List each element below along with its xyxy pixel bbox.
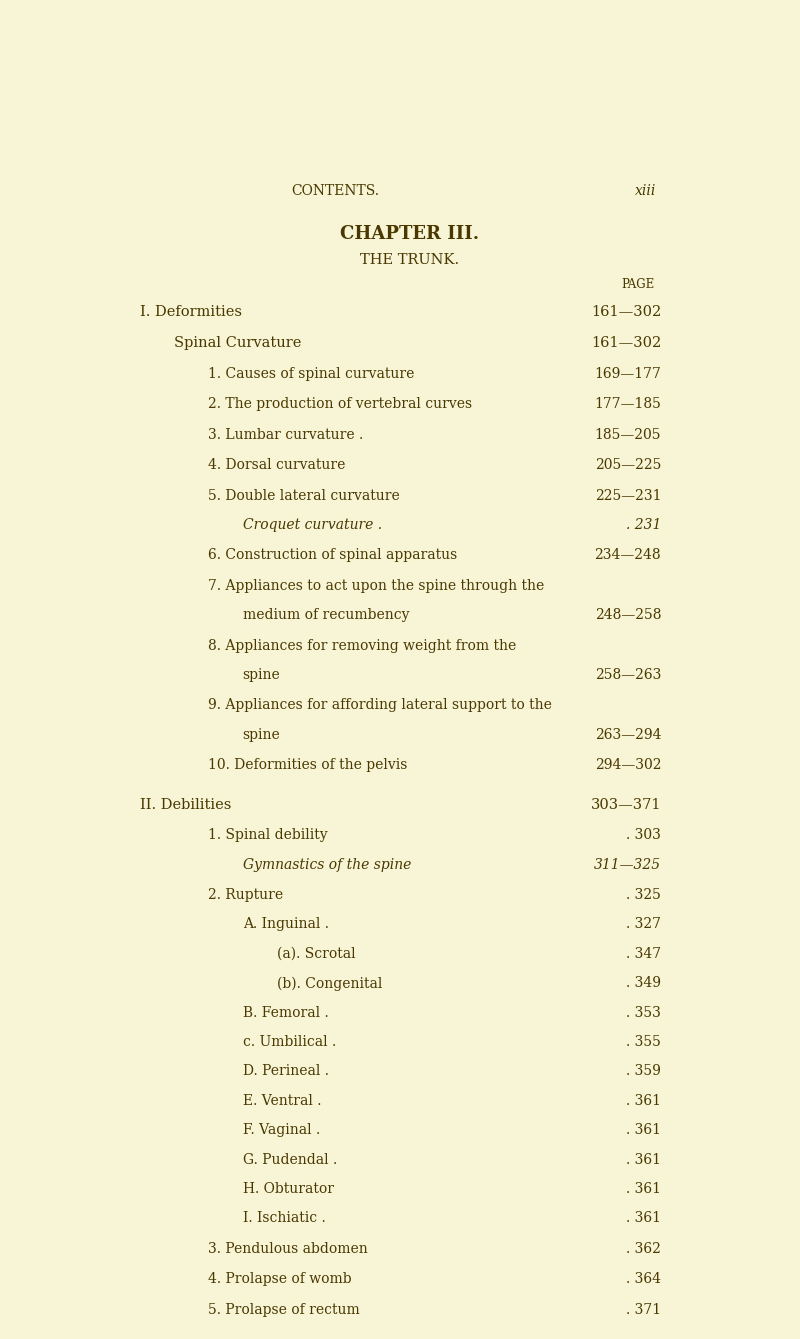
Text: I. Ischiatic .: I. Ischiatic . <box>242 1212 326 1225</box>
Text: . 361: . 361 <box>626 1094 661 1107</box>
Text: Croquet curvature .: Croquet curvature . <box>242 518 382 532</box>
Text: F. Vaginal .: F. Vaginal . <box>242 1123 320 1137</box>
Text: B. Femoral .: B. Femoral . <box>242 1006 328 1019</box>
Text: Gymnastics of the spine: Gymnastics of the spine <box>242 858 411 872</box>
Text: 9. Appliances for affording lateral support to the: 9. Appliances for affording lateral supp… <box>209 699 552 712</box>
Text: medium of recumbency: medium of recumbency <box>242 608 409 623</box>
Text: 8. Appliances for removing weight from the: 8. Appliances for removing weight from t… <box>209 639 517 652</box>
Text: . 325: . 325 <box>626 888 661 902</box>
Text: 10. Deformities of the pelvis: 10. Deformities of the pelvis <box>209 758 408 773</box>
Text: . 362: . 362 <box>626 1241 661 1256</box>
Text: A. Inguinal .: A. Inguinal . <box>242 917 329 932</box>
Text: . 353: . 353 <box>626 1006 661 1019</box>
Text: 169—177: 169—177 <box>594 367 661 380</box>
Text: 311—325: 311—325 <box>594 858 661 872</box>
Text: . 371: . 371 <box>626 1303 661 1316</box>
Text: D. Perineal .: D. Perineal . <box>242 1065 329 1078</box>
Text: 5. Prolapse of rectum: 5. Prolapse of rectum <box>209 1303 360 1316</box>
Text: 4. Prolapse of womb: 4. Prolapse of womb <box>209 1272 352 1287</box>
Text: 161—302: 161—302 <box>591 305 661 319</box>
Text: 263—294: 263—294 <box>594 727 661 742</box>
Text: 1. Causes of spinal curvature: 1. Causes of spinal curvature <box>209 367 415 380</box>
Text: . 359: . 359 <box>626 1065 661 1078</box>
Text: . 361: . 361 <box>626 1182 661 1196</box>
Text: 7. Appliances to act upon the spine through the: 7. Appliances to act upon the spine thro… <box>209 578 545 593</box>
Text: 234—248: 234—248 <box>594 549 661 562</box>
Text: 1. Spinal debility: 1. Spinal debility <box>209 829 328 842</box>
Text: 294—302: 294—302 <box>594 758 661 773</box>
Text: . 231: . 231 <box>626 518 661 532</box>
Text: CONTENTS.: CONTENTS. <box>292 185 380 198</box>
Text: H. Obturator: H. Obturator <box>242 1182 334 1196</box>
Text: (a). Scrotal: (a). Scrotal <box>277 947 355 961</box>
Text: 3. Pendulous abdomen: 3. Pendulous abdomen <box>209 1241 368 1256</box>
Text: 2. The production of vertebral curves: 2. The production of vertebral curves <box>209 398 473 411</box>
Text: II. Debilities: II. Debilities <box>140 798 232 811</box>
Text: . 364: . 364 <box>626 1272 661 1287</box>
Text: 5. Double lateral curvature: 5. Double lateral curvature <box>209 489 400 502</box>
Text: I. Deformities: I. Deformities <box>140 305 242 319</box>
Text: Spinal Curvature: Spinal Curvature <box>174 336 302 351</box>
Text: spine: spine <box>242 727 280 742</box>
Text: . 347: . 347 <box>626 947 661 961</box>
Text: c. Umbilical .: c. Umbilical . <box>242 1035 336 1048</box>
Text: 177—185: 177—185 <box>594 398 661 411</box>
Text: 6. Construction of spinal apparatus: 6. Construction of spinal apparatus <box>209 549 458 562</box>
Text: spine: spine <box>242 668 280 682</box>
Text: 225—231: 225—231 <box>594 489 661 502</box>
Text: 185—205: 185—205 <box>594 427 661 442</box>
Text: . 361: . 361 <box>626 1212 661 1225</box>
Text: . 361: . 361 <box>626 1153 661 1166</box>
Text: G. Pudendal .: G. Pudendal . <box>242 1153 337 1166</box>
Text: THE TRUNK.: THE TRUNK. <box>361 253 459 268</box>
Text: . 303: . 303 <box>626 829 661 842</box>
Text: 248—258: 248—258 <box>594 608 661 623</box>
Text: 2. Rupture: 2. Rupture <box>209 888 284 902</box>
Text: E. Ventral .: E. Ventral . <box>242 1094 321 1107</box>
Text: 3. Lumbar curvature .: 3. Lumbar curvature . <box>209 427 364 442</box>
Text: . 349: . 349 <box>626 976 661 991</box>
Text: . 327: . 327 <box>626 917 661 932</box>
Text: 205—225: 205—225 <box>594 458 661 473</box>
Text: (b). Congenital: (b). Congenital <box>277 976 382 991</box>
Text: 161—302: 161—302 <box>591 336 661 351</box>
Text: 303—371: 303—371 <box>590 798 661 811</box>
Text: CHAPTER III.: CHAPTER III. <box>341 225 479 242</box>
Text: 258—263: 258—263 <box>594 668 661 682</box>
Text: . 361: . 361 <box>626 1123 661 1137</box>
Text: PAGE: PAGE <box>622 279 655 291</box>
Text: . 355: . 355 <box>626 1035 661 1048</box>
Text: xiii: xiii <box>635 185 656 198</box>
Text: 4. Dorsal curvature: 4. Dorsal curvature <box>209 458 346 473</box>
